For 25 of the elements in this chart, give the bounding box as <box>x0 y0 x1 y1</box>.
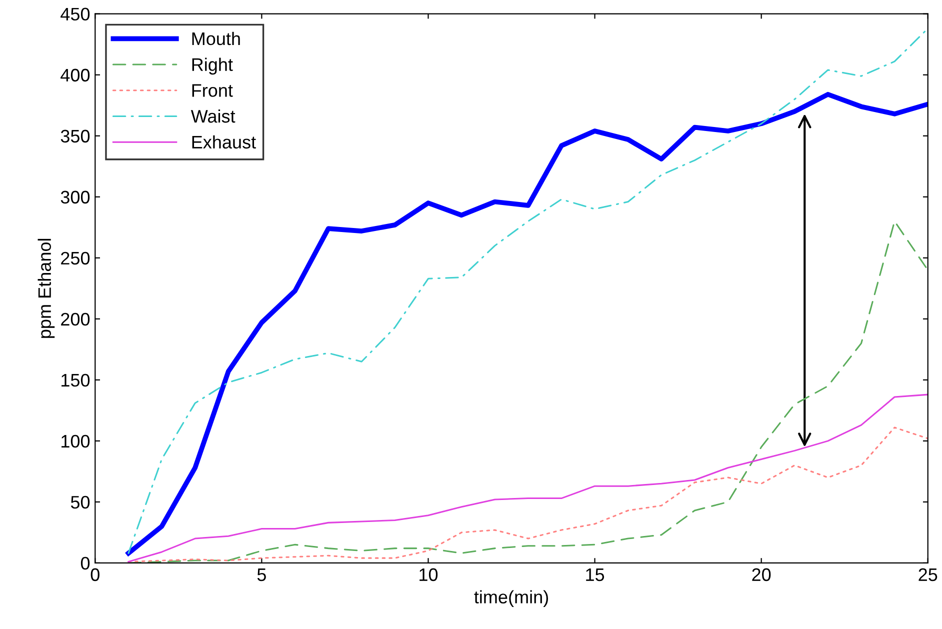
x-tick-label: 10 <box>420 568 438 582</box>
y-axis-title: ppm Ethanol <box>38 238 55 338</box>
legend-label: Mouth <box>192 32 240 46</box>
x-tick-label: 15 <box>586 568 604 582</box>
x-tick-label: 20 <box>752 568 771 582</box>
legend-label: Waist <box>190 109 236 123</box>
line-series <box>128 394 928 562</box>
y-tick-label: 50 <box>70 496 90 509</box>
y-tick-label: 450 <box>60 8 90 21</box>
y-tick-label: 150 <box>62 374 90 387</box>
legend-label: Exhaust <box>192 135 256 149</box>
x-tick-label: 25 <box>918 568 938 582</box>
y-tick-label: 350 <box>60 130 90 143</box>
line-series <box>128 426 928 562</box>
x-tick-label: 0 <box>90 568 100 582</box>
x-axis-title: time(min) <box>474 590 548 608</box>
y-tick-label: 250 <box>61 252 90 265</box>
legend-label: Front <box>192 84 233 97</box>
y-tick-label: 300 <box>60 190 90 204</box>
x-tick-label: 5 <box>257 568 266 582</box>
y-tick-label: 200 <box>61 312 90 326</box>
y-tick-label: 0 <box>80 556 90 570</box>
y-tick-label: 400 <box>60 68 90 82</box>
legend-label: Right <box>192 58 233 75</box>
y-tick-label: 100 <box>62 434 90 448</box>
